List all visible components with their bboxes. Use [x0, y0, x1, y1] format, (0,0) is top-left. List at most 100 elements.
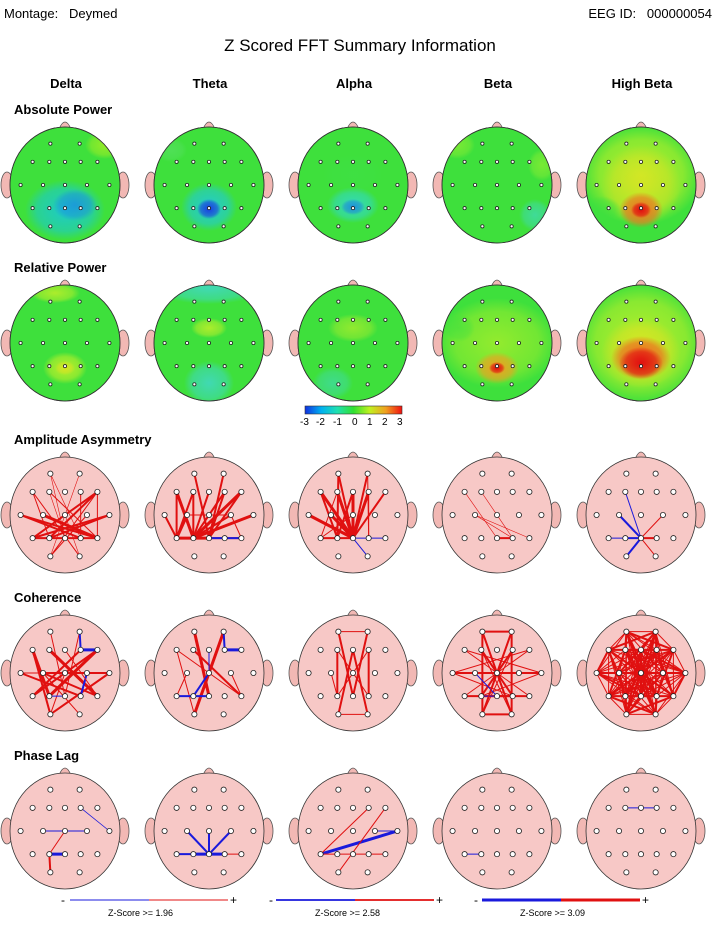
electrode [220, 711, 227, 718]
connection-line [32, 491, 81, 557]
connection-line [50, 473, 81, 539]
electrode [366, 364, 371, 369]
connection-line [64, 631, 81, 697]
electrode [366, 159, 371, 164]
electrode [526, 535, 533, 542]
connection-line [452, 649, 530, 674]
electrode [394, 512, 401, 519]
electrode [46, 804, 53, 811]
connection-line [640, 672, 686, 697]
connection-line [191, 513, 255, 540]
electrode [29, 851, 36, 858]
connection-line [352, 648, 369, 716]
electrode [638, 693, 645, 700]
colorbar-tick: 3 [397, 417, 403, 428]
electrode [107, 340, 112, 345]
electrode [383, 364, 388, 369]
electrode [682, 828, 689, 835]
electrode [48, 382, 53, 387]
electrode [461, 488, 468, 495]
electrode [221, 488, 228, 495]
electrode [508, 628, 515, 635]
electrode [173, 693, 180, 700]
electrode [508, 711, 515, 718]
electrode [593, 670, 600, 677]
connection-line [193, 472, 210, 540]
connection-line [49, 514, 88, 557]
electrode [77, 224, 82, 229]
electrode [365, 224, 370, 229]
electrode [365, 851, 372, 858]
electrode [623, 786, 630, 793]
electrode [605, 851, 612, 858]
connection-line [31, 514, 111, 540]
electrode [493, 851, 500, 858]
electrode [515, 670, 522, 677]
electrode [336, 141, 341, 146]
page-title: Z Scored FFT Summary Information [224, 36, 496, 55]
electrode [382, 693, 389, 700]
electrode [40, 828, 47, 835]
electrode [653, 382, 658, 387]
connection-line [625, 537, 642, 558]
electrode [623, 553, 630, 560]
electrode [106, 512, 113, 519]
electrode [220, 869, 227, 876]
electrode [671, 317, 676, 322]
connection-line [49, 491, 66, 539]
electrode [670, 693, 677, 700]
electrode [78, 159, 83, 164]
electrode [329, 340, 334, 345]
electrode [317, 804, 324, 811]
electrode [206, 159, 211, 164]
color-blob [586, 196, 621, 224]
electrode [221, 224, 226, 229]
electrode [461, 693, 468, 700]
electrode [683, 340, 688, 345]
electrode [478, 851, 485, 858]
electrode [671, 364, 676, 369]
electrode [623, 470, 630, 477]
electrode [539, 340, 544, 345]
electrode [335, 470, 342, 477]
electrode [306, 340, 311, 345]
electrode [62, 851, 69, 858]
electrode [250, 512, 257, 519]
electrode [652, 553, 659, 560]
electrode [173, 646, 180, 653]
electrode [509, 535, 516, 542]
electrode [371, 828, 378, 835]
electrode [450, 182, 455, 187]
electrode [83, 512, 90, 519]
electrode [47, 159, 52, 164]
electrode [318, 206, 323, 211]
electrode [318, 364, 323, 369]
electrode [77, 646, 84, 653]
electrode [605, 646, 612, 653]
electrode [62, 646, 69, 653]
electrode [526, 851, 533, 858]
electrode [508, 470, 515, 477]
electrode [205, 488, 212, 495]
color-blob [328, 314, 378, 342]
electrode [461, 804, 468, 811]
electrode [221, 141, 226, 146]
electrode [622, 488, 629, 495]
electrode [47, 317, 52, 322]
connection-line [624, 649, 686, 674]
electrode [48, 299, 53, 304]
electrode [479, 786, 486, 793]
electrode [478, 693, 485, 700]
head-outline [297, 126, 409, 244]
electrode [238, 851, 245, 858]
electrode [334, 693, 341, 700]
electrode [349, 670, 356, 677]
electrode [47, 869, 54, 876]
electrode [30, 317, 35, 322]
electrode [238, 693, 245, 700]
montage-value: Deymed [69, 6, 118, 21]
electrode [616, 828, 623, 835]
head-outline [9, 126, 121, 244]
head-outline [441, 126, 553, 244]
